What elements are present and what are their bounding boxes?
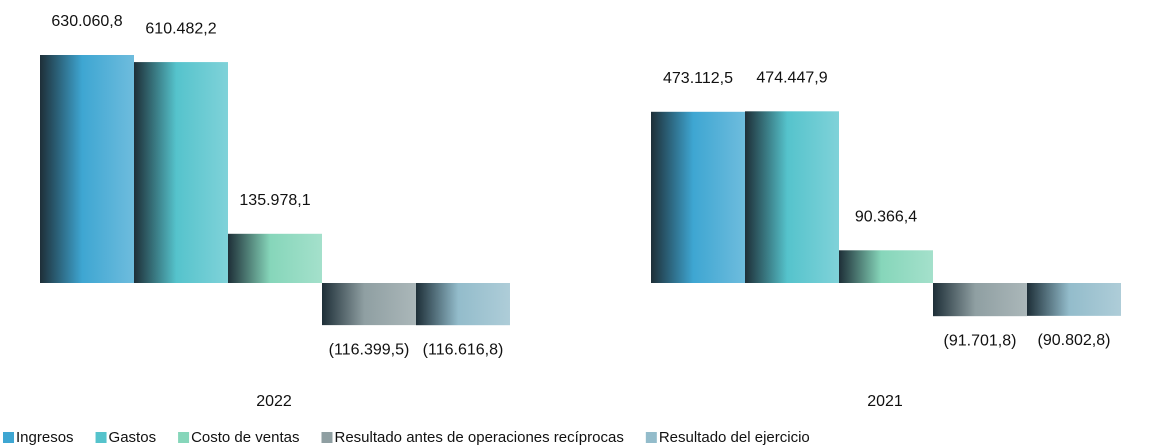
bar <box>745 111 839 283</box>
bar <box>134 62 228 284</box>
legend-item: Ingresos <box>3 429 74 446</box>
group-label: 2022 <box>256 393 292 410</box>
bar <box>228 233 322 283</box>
legend-swatch <box>3 432 14 443</box>
data-label: (116.616,8) <box>423 341 504 358</box>
data-label: 473.112,5 <box>663 70 733 87</box>
data-label: 474.447,9 <box>756 70 827 87</box>
legend-label: Ingresos <box>16 429 74 446</box>
legend-label: Resultado antes de operaciones recíproca… <box>334 429 623 446</box>
bar <box>416 283 510 326</box>
data-label: 135.978,1 <box>239 192 310 209</box>
data-label: 630.060,8 <box>51 13 122 30</box>
bar <box>839 250 933 283</box>
legend-item: Resultado antes de operaciones recíproca… <box>321 429 624 446</box>
bar <box>322 283 416 326</box>
data-label: 90.366,4 <box>855 209 917 226</box>
legend-label: Gastos <box>109 429 157 446</box>
bar <box>933 283 1027 317</box>
legend-item: Costo de ventas <box>178 429 299 446</box>
legend-swatch <box>178 432 190 443</box>
group-label: 2021 <box>867 393 903 410</box>
legend-item: Resultado del ejercicio <box>645 429 810 446</box>
data-label: (91.701,8) <box>944 332 1017 349</box>
legend-swatch <box>321 432 333 443</box>
bar <box>40 55 134 283</box>
data-label: (116.399,5) <box>329 341 410 358</box>
legend-swatch <box>645 432 657 443</box>
bar <box>651 111 745 283</box>
legend-label: Costo de ventas <box>191 429 299 446</box>
data-label: 610.482,2 <box>145 20 216 37</box>
data-label: (90.802,8) <box>1038 332 1111 349</box>
legend-swatch <box>95 432 107 443</box>
legend-item: Gastos <box>95 429 157 446</box>
bar <box>1027 283 1121 316</box>
legend-label: Resultado del ejercicio <box>659 429 810 446</box>
